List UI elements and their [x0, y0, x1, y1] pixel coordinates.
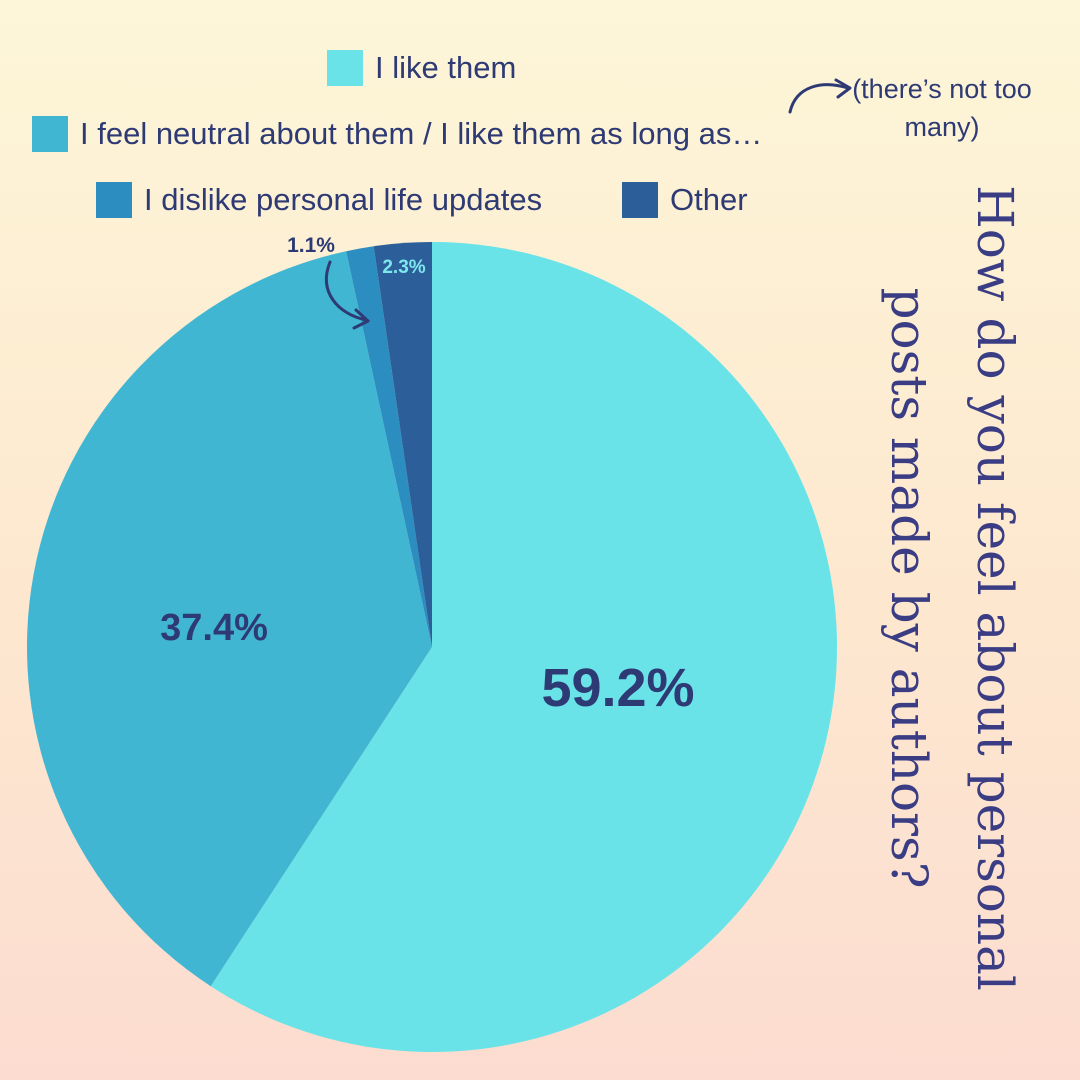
slice-label-other: 2.3%	[382, 257, 425, 278]
legend-swatch	[96, 182, 132, 218]
slice-label-neutral: 37.4%	[160, 607, 268, 649]
pie-slice-neutral	[26, 251, 433, 987]
legend-swatch	[327, 50, 363, 86]
legend-label: I dislike personal life updates	[144, 182, 543, 217]
pie-slice-dislike	[346, 246, 432, 647]
legend-label: Other	[670, 182, 748, 217]
slice-label-like: 59.2%	[541, 658, 694, 718]
slice-label-dislike: 1.1%	[287, 234, 335, 257]
pie-slice-like	[210, 242, 837, 1052]
legend-label: I like them	[375, 50, 517, 85]
note-arrow-head	[834, 78, 852, 99]
legend-item-dislike: I dislike personal life updates	[96, 182, 542, 218]
legend-item-neutral: I feel neutral about them / I like them …	[32, 116, 762, 152]
pie-slice-other	[373, 242, 432, 647]
note-arrow	[788, 83, 850, 114]
legend-swatch	[32, 116, 68, 152]
small-slice-arrow-head	[352, 308, 370, 330]
legend-item-like: I like them	[327, 50, 516, 86]
small-slice-arrow	[324, 260, 368, 322]
annotation-note: (there’s not too many)	[852, 74, 1032, 142]
legend-label: I feel neutral about them / I like them …	[80, 116, 763, 151]
legend-swatch	[622, 182, 658, 218]
legend-item-other: Other	[622, 182, 748, 218]
